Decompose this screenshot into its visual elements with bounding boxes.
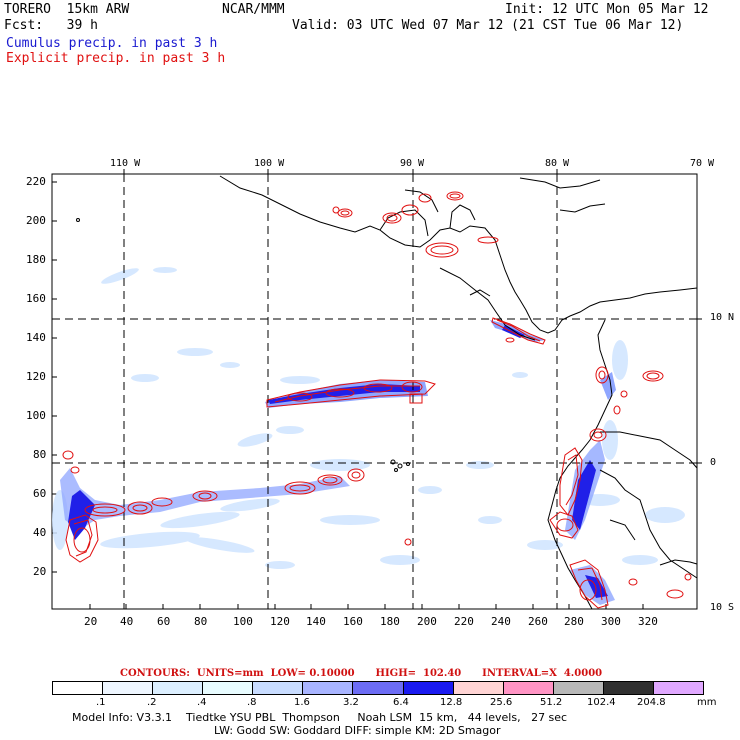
coastlines xyxy=(219,175,698,610)
legend-value: 3.2 xyxy=(343,697,359,708)
y-tick: 160 xyxy=(26,292,46,305)
x-tick: 120 xyxy=(270,615,290,628)
legend-swatch xyxy=(303,682,354,694)
lat-label-0: 0 xyxy=(710,457,717,468)
legend-swatch xyxy=(453,682,504,694)
lat-label-10s: 10 S xyxy=(710,602,735,613)
legend-value: 25.6 xyxy=(490,697,513,708)
legend-value: 6.4 xyxy=(393,697,409,708)
x-tick: 220 xyxy=(454,615,474,628)
legend-swatch xyxy=(403,682,454,694)
legend-swatch xyxy=(603,682,654,694)
legend-value: .4 xyxy=(197,697,207,708)
legend-swatch xyxy=(653,682,704,694)
x-tick: 180 xyxy=(380,615,400,628)
legend-value: 102.4 xyxy=(587,697,616,708)
legend-value: .2 xyxy=(147,697,157,708)
x-tick: 140 xyxy=(306,615,326,628)
y-tick: 20 xyxy=(33,565,47,578)
frame-ticks xyxy=(52,169,702,609)
x-tick: 60 xyxy=(157,615,171,628)
x-tick: 300 xyxy=(601,615,621,628)
x-tick: 280 xyxy=(564,615,584,628)
legend-value: .8 xyxy=(247,697,257,708)
legend-swatch xyxy=(353,682,404,694)
organization-label: NCAR/MMM xyxy=(222,2,285,17)
legend-value: 1.6 xyxy=(294,697,310,708)
legend-unit: mm xyxy=(697,697,717,708)
forecast-hour: Fcst: 39 h xyxy=(4,18,98,33)
color-legend-bar xyxy=(52,681,704,695)
lon-label-110w: 110 W xyxy=(110,158,141,169)
legend-swatch xyxy=(503,682,554,694)
x-tick: 20 xyxy=(84,615,98,628)
lon-label-100w: 100 W xyxy=(254,158,285,169)
x-tick: 260 xyxy=(528,615,548,628)
legend-swatch xyxy=(553,682,604,694)
x-tick: 160 xyxy=(343,615,363,628)
x-tick: 100 xyxy=(233,615,253,628)
x-tick: 40 xyxy=(120,615,134,628)
y-tick: 180 xyxy=(26,253,46,266)
legend-swatch xyxy=(203,682,254,694)
x-tick: 80 xyxy=(194,615,208,628)
contours-info: CONTOURS: UNITS=mm LOW= 0.10000 HIGH= 10… xyxy=(120,668,603,679)
model-title: TORERO 15km ARW xyxy=(4,2,130,17)
y-tick: 100 xyxy=(26,409,46,422)
legend-swatch xyxy=(53,682,104,694)
y-tick: 220 xyxy=(26,175,46,188)
legend-value: 12.8 xyxy=(440,697,463,708)
cumulus-dark-areas xyxy=(68,325,608,598)
legend-value: 204.8 xyxy=(637,697,666,708)
init-time: Init: 12 UTC Mon 05 Mar 12 xyxy=(505,2,709,17)
x-tick: 200 xyxy=(417,615,437,628)
explicit-precip-contours xyxy=(62,191,692,609)
y-tick: 60 xyxy=(33,487,47,500)
legend-value: .1 xyxy=(96,697,106,708)
x-tick: 240 xyxy=(491,615,511,628)
explicit-legend-label: Explicit precip. in past 3 h xyxy=(6,51,226,66)
x-tick: 320 xyxy=(638,615,658,628)
cumulus-legend-label: Cumulus precip. in past 3 h xyxy=(6,36,218,51)
model-info-line2: LW: Godd SW: Goddard DIFF: simple KM: 2D… xyxy=(214,724,501,737)
valid-time: Valid: 03 UTC Wed 07 Mar 12 (21 CST Tue … xyxy=(292,18,684,33)
y-tick: 200 xyxy=(26,214,46,227)
legend-swatch xyxy=(253,682,304,694)
legend-value: 51.2 xyxy=(540,697,563,708)
lon-label-90w: 90 W xyxy=(400,158,425,169)
y-tick: 120 xyxy=(26,370,46,383)
legend-swatch xyxy=(153,682,204,694)
model-info-line1: Model Info: V3.3.1 Tiedtke YSU PBL Thomp… xyxy=(72,711,568,724)
y-tick: 140 xyxy=(26,331,46,344)
y-tick: 80 xyxy=(33,448,47,461)
legend-swatch xyxy=(103,682,154,694)
y-tick: 40 xyxy=(33,526,47,539)
lon-label-70w: 70 W xyxy=(690,158,715,169)
lat-lon-grid xyxy=(52,174,697,609)
lat-label-10n: 10 N xyxy=(710,312,735,323)
lon-label-80w: 80 W xyxy=(545,158,570,169)
